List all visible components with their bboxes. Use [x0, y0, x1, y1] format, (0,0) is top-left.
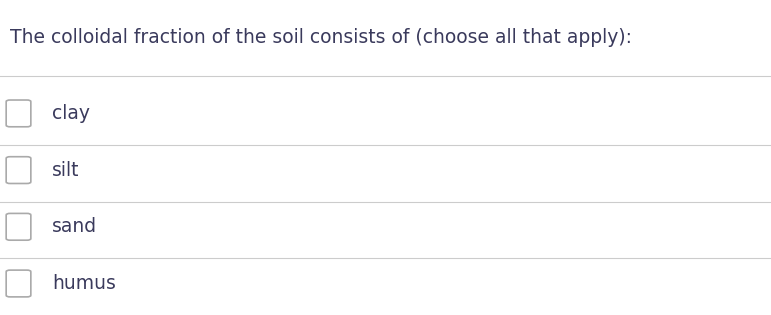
FancyBboxPatch shape: [6, 157, 31, 183]
Text: silt: silt: [52, 161, 80, 180]
FancyBboxPatch shape: [6, 270, 31, 297]
FancyBboxPatch shape: [6, 100, 31, 127]
Text: sand: sand: [52, 217, 98, 236]
FancyBboxPatch shape: [6, 214, 31, 240]
Text: clay: clay: [52, 104, 90, 123]
Text: humus: humus: [52, 274, 116, 293]
Text: The colloidal fraction of the soil consists of (choose all that apply):: The colloidal fraction of the soil consi…: [10, 28, 632, 47]
